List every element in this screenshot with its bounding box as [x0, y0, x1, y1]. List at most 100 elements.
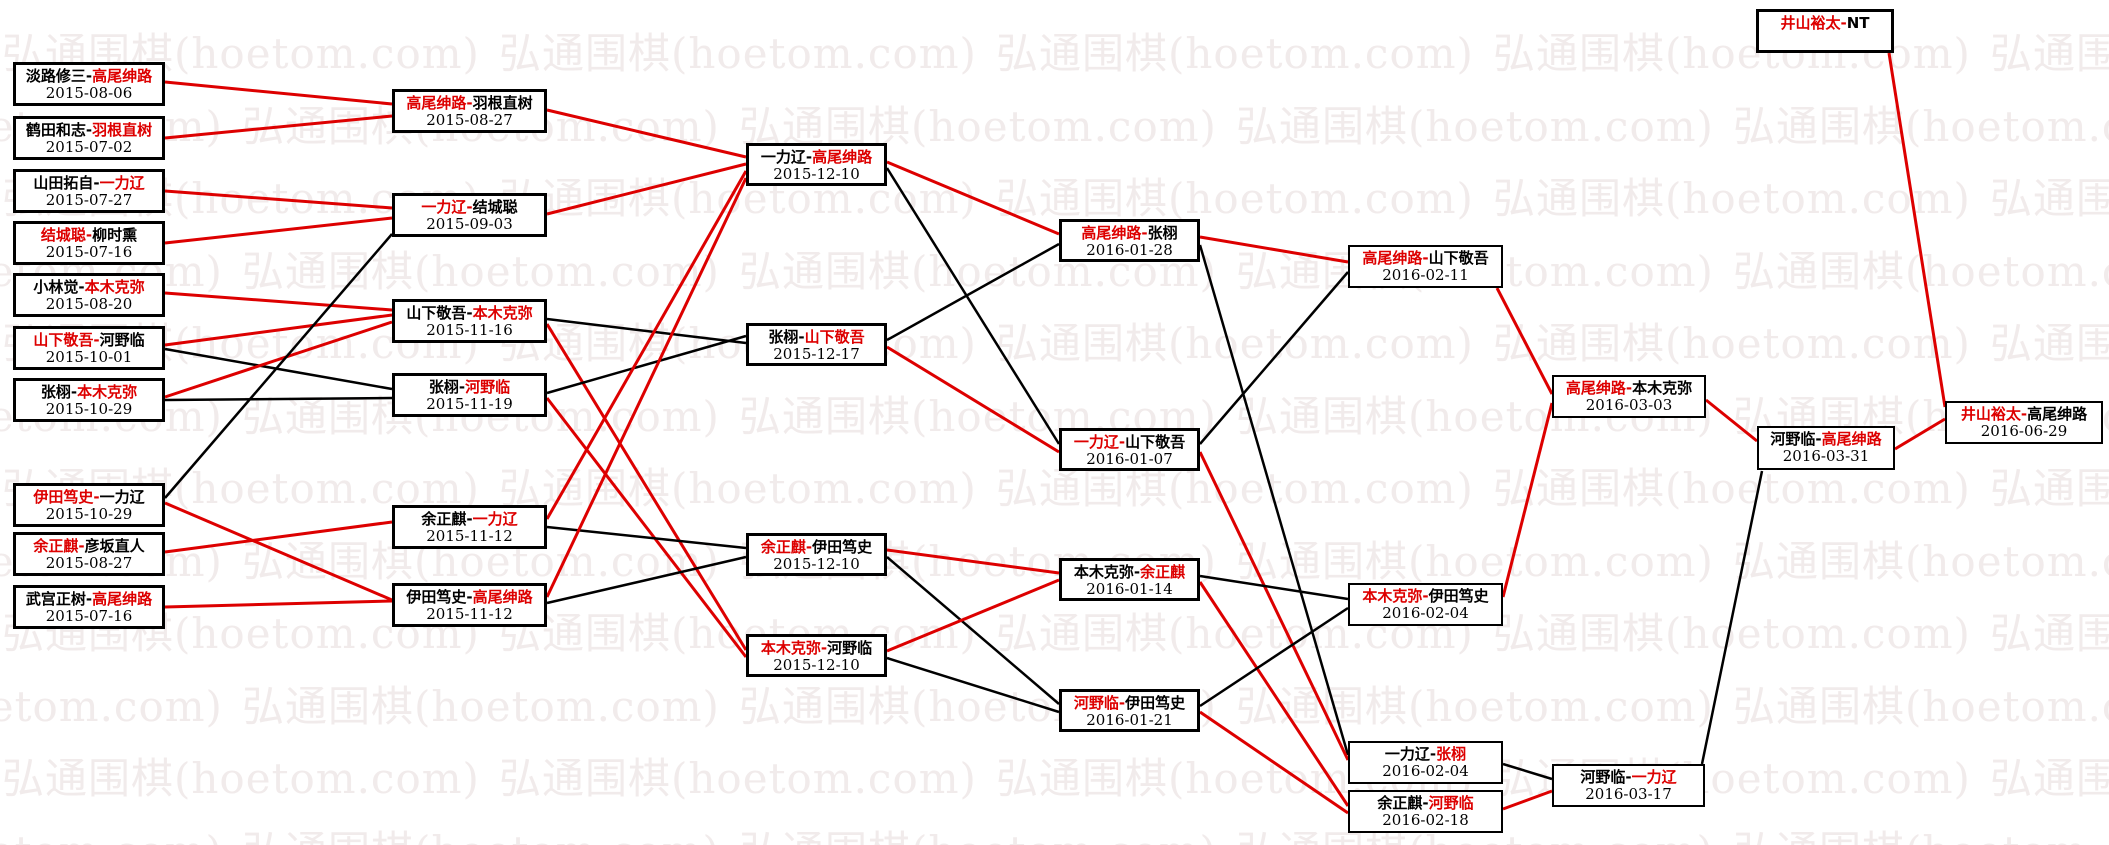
- match-players: 余正麒-伊田笃史: [749, 538, 884, 556]
- match-date: 2016-03-31: [1782, 447, 1870, 465]
- name-separator: -: [466, 94, 473, 112]
- name-separator: -: [85, 590, 93, 608]
- match-box[interactable]: 结城聪-柳时熏 2015-07-16: [13, 221, 165, 265]
- match-box[interactable]: 本木克弥-河野临 2015-12-10: [746, 634, 887, 677]
- match-box[interactable]: 高尾绅路-本木克弥 2016-03-03: [1552, 375, 1706, 418]
- match-date: 2015-08-27: [426, 111, 513, 129]
- match-box[interactable]: 山田拓自-一力辽 2015-07-27: [13, 169, 165, 213]
- match-box[interactable]: 山下敬吾-本木克弥 2015-11-16: [392, 299, 547, 343]
- name-separator: -: [78, 537, 85, 555]
- match-box[interactable]: 一力辽-结城聪 2015-09-03: [392, 193, 547, 237]
- match-box[interactable]: 张栩-河野临 2015-11-19: [392, 373, 547, 417]
- match-box[interactable]: 余正麒-河野临 2016-02-18: [1348, 790, 1503, 833]
- player-name: 本木克弥: [760, 639, 821, 657]
- name-separator: -: [2020, 405, 2028, 423]
- player-name: 彦坂直人: [84, 537, 145, 555]
- match-players: 武宫正树-高尾绅路: [16, 590, 162, 608]
- player-name: 河野临: [1580, 768, 1626, 786]
- match-box[interactable]: 余正麒-彦坂直人 2015-08-27: [13, 532, 165, 576]
- player-name: 伊田笃史: [406, 588, 467, 606]
- player-path-line: [164, 233, 393, 499]
- player-name: 张栩: [40, 383, 71, 401]
- player-name: 张栩: [1147, 224, 1178, 242]
- match-box[interactable]: 井山裕太-NT: [1756, 9, 1894, 53]
- match-box[interactable]: 鹤田和志-羽根直树 2015-07-02: [13, 116, 165, 160]
- player-name: 一力辽: [99, 174, 145, 192]
- watermark-text: 弘通围棋(hoetom.com): [499, 319, 977, 368]
- match-box[interactable]: 一力辽-高尾绅路 2015-12-10: [746, 143, 887, 186]
- match-players: 河野临-一力辽: [1554, 768, 1703, 786]
- watermark-text: 弘通围棋(hoetom.com): [1990, 464, 2109, 513]
- player-path-line: [1199, 271, 1349, 445]
- name-separator: -: [798, 328, 805, 346]
- watermark-text: 弘通围棋(hoetom.com): [1990, 609, 2109, 658]
- watermark-text: 弘通围棋(hoetom.com): [996, 174, 1474, 223]
- player-name: 余正麒: [1377, 794, 1423, 812]
- player-name: 小林觉: [33, 278, 79, 296]
- match-players: 一力辽-张栩: [1350, 745, 1501, 763]
- match-date: 2015-12-10: [773, 165, 860, 183]
- name-separator: -: [466, 198, 473, 216]
- name-separator: -: [93, 174, 100, 192]
- player-name: 张栩: [428, 378, 459, 396]
- player-name: 高尾绅路: [406, 94, 467, 112]
- match-box[interactable]: 本木克弥-余正麒 2016-01-14: [1059, 558, 1200, 601]
- player-name: 淡路修三: [25, 67, 86, 85]
- match-date: 2015-07-27: [45, 191, 133, 209]
- match-box[interactable]: 小林觉-本木克弥 2015-08-20: [13, 273, 165, 317]
- match-box[interactable]: 高尾绅路-山下敬吾 2016-02-11: [1348, 245, 1503, 288]
- match-box[interactable]: 伊田笃史-一力辽 2015-10-29: [13, 483, 165, 527]
- name-separator: -: [1429, 745, 1437, 763]
- match-box[interactable]: 张栩-山下敬吾 2015-12-17: [746, 323, 887, 366]
- match-players: 河野临-伊田笃史: [1062, 694, 1197, 712]
- match-players: 本木克弥-伊田笃史: [1350, 587, 1501, 605]
- match-box[interactable]: 张栩-本木克弥 2015-10-29: [13, 378, 165, 422]
- watermark-text: 弘通围棋(hoetom.com): [499, 29, 977, 78]
- player-path-line: [1199, 235, 1349, 264]
- player-path-line: [164, 347, 393, 391]
- player-path-line: [1199, 574, 1349, 601]
- player-path-line: [1887, 52, 1947, 408]
- player-name: 河野临: [99, 331, 145, 349]
- match-box[interactable]: 河野临-高尾绅路 2016-03-31: [1757, 426, 1895, 470]
- player-path-line: [886, 160, 1060, 236]
- match-date: 2015-07-02: [45, 138, 133, 156]
- player-name: 本木克弥: [472, 304, 533, 322]
- match-date: 2016-01-28: [1086, 241, 1173, 259]
- match-box[interactable]: 井山裕太-高尾绅路 2016-06-29: [1945, 401, 2103, 444]
- match-box[interactable]: 本木克弥-伊田笃史 2016-02-04: [1348, 583, 1503, 626]
- player-name: 一力辽: [1631, 768, 1677, 786]
- player-path-line: [1894, 417, 1946, 451]
- match-box[interactable]: 山下敬吾-河野临 2015-10-01: [13, 326, 165, 370]
- match-box[interactable]: 河野临-伊田笃史 2016-01-21: [1059, 689, 1200, 732]
- name-separator: -: [1118, 694, 1126, 712]
- match-box[interactable]: 河野临-一力辽 2016-03-17: [1552, 764, 1705, 807]
- match-box[interactable]: 伊田笃史-高尾绅路 2015-11-12: [392, 583, 547, 627]
- match-box[interactable]: 高尾绅路-羽根直树 2015-08-27: [392, 89, 547, 133]
- watermark-text: 弘通围棋(hoetom.com): [499, 464, 977, 513]
- name-separator: -: [1133, 563, 1141, 581]
- player-name: 高尾绅路: [92, 67, 153, 85]
- match-box[interactable]: 武宫正树-高尾绅路 2015-07-16: [13, 585, 165, 629]
- match-date: 2015-08-27: [45, 554, 133, 572]
- match-date: 2015-07-16: [45, 243, 133, 261]
- player-name: 武宫正树: [25, 590, 86, 608]
- player-name: 伊田笃史: [812, 538, 873, 556]
- player-path-line: [546, 108, 747, 159]
- name-separator: -: [458, 378, 466, 396]
- match-box[interactable]: 一力辽-张栩 2016-02-04: [1348, 741, 1503, 784]
- match-box[interactable]: 一力辽-山下敬吾 2016-01-07: [1059, 428, 1200, 471]
- player-path-line: [1198, 581, 1350, 807]
- match-date: 2015-12-10: [773, 555, 860, 573]
- player-name: 柳时熏: [92, 226, 138, 244]
- match-box[interactable]: 余正麒-伊田笃史 2015-12-10: [746, 533, 887, 576]
- watermark-text: 弘通围棋(hoetom.com): [242, 246, 720, 296]
- player-path-line: [1705, 398, 1758, 443]
- player-path-line: [164, 501, 393, 602]
- match-box[interactable]: 高尾绅路-张栩 2016-01-28: [1059, 219, 1200, 262]
- match-players: 一力辽-山下敬吾: [1062, 433, 1197, 451]
- player-name: 本木克弥: [84, 278, 145, 296]
- match-box[interactable]: 余正麒-一力辽 2015-11-12: [392, 505, 547, 549]
- watermark-text: 弘通围棋(hoetom.com): [1236, 101, 1714, 151]
- match-box[interactable]: 淡路修三-高尾绅路 2015-08-06: [13, 62, 165, 106]
